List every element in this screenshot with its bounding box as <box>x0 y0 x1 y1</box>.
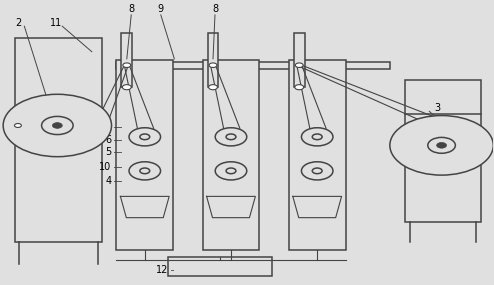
Circle shape <box>129 128 161 146</box>
Circle shape <box>140 168 150 174</box>
Text: 10: 10 <box>99 162 112 172</box>
Circle shape <box>295 63 303 68</box>
Polygon shape <box>293 196 341 218</box>
Circle shape <box>123 85 131 90</box>
Circle shape <box>437 142 447 148</box>
Circle shape <box>41 116 73 135</box>
Text: 11: 11 <box>50 19 62 29</box>
Text: 8: 8 <box>128 4 134 14</box>
Circle shape <box>312 168 322 174</box>
Circle shape <box>428 137 455 153</box>
Circle shape <box>140 134 150 140</box>
Bar <box>117 60 173 250</box>
Bar <box>203 60 259 250</box>
Text: 7: 7 <box>105 122 112 132</box>
Circle shape <box>226 134 236 140</box>
Text: 12: 12 <box>156 265 168 275</box>
Circle shape <box>312 134 322 140</box>
Bar <box>294 33 305 87</box>
Circle shape <box>226 168 236 174</box>
Bar <box>168 257 272 276</box>
Circle shape <box>301 128 333 146</box>
Text: 9: 9 <box>158 4 164 14</box>
Circle shape <box>390 115 494 175</box>
Text: 4: 4 <box>105 176 112 186</box>
Circle shape <box>295 85 304 90</box>
Circle shape <box>123 63 131 68</box>
Polygon shape <box>121 196 169 218</box>
Text: 3: 3 <box>434 103 440 113</box>
Circle shape <box>14 123 21 127</box>
Polygon shape <box>206 196 255 218</box>
Circle shape <box>3 94 112 157</box>
Bar <box>405 80 481 222</box>
Circle shape <box>52 123 62 128</box>
Circle shape <box>215 162 247 180</box>
Bar <box>207 33 218 87</box>
Bar <box>117 62 390 69</box>
Circle shape <box>215 128 247 146</box>
Text: 2: 2 <box>15 19 22 29</box>
Bar <box>289 60 345 250</box>
Circle shape <box>129 162 161 180</box>
Circle shape <box>209 63 217 68</box>
Circle shape <box>208 85 217 90</box>
Text: 5: 5 <box>105 147 112 157</box>
Text: 8: 8 <box>212 4 218 14</box>
Bar <box>15 38 102 242</box>
Bar <box>122 33 132 87</box>
Circle shape <box>301 162 333 180</box>
Text: 6: 6 <box>105 135 112 145</box>
